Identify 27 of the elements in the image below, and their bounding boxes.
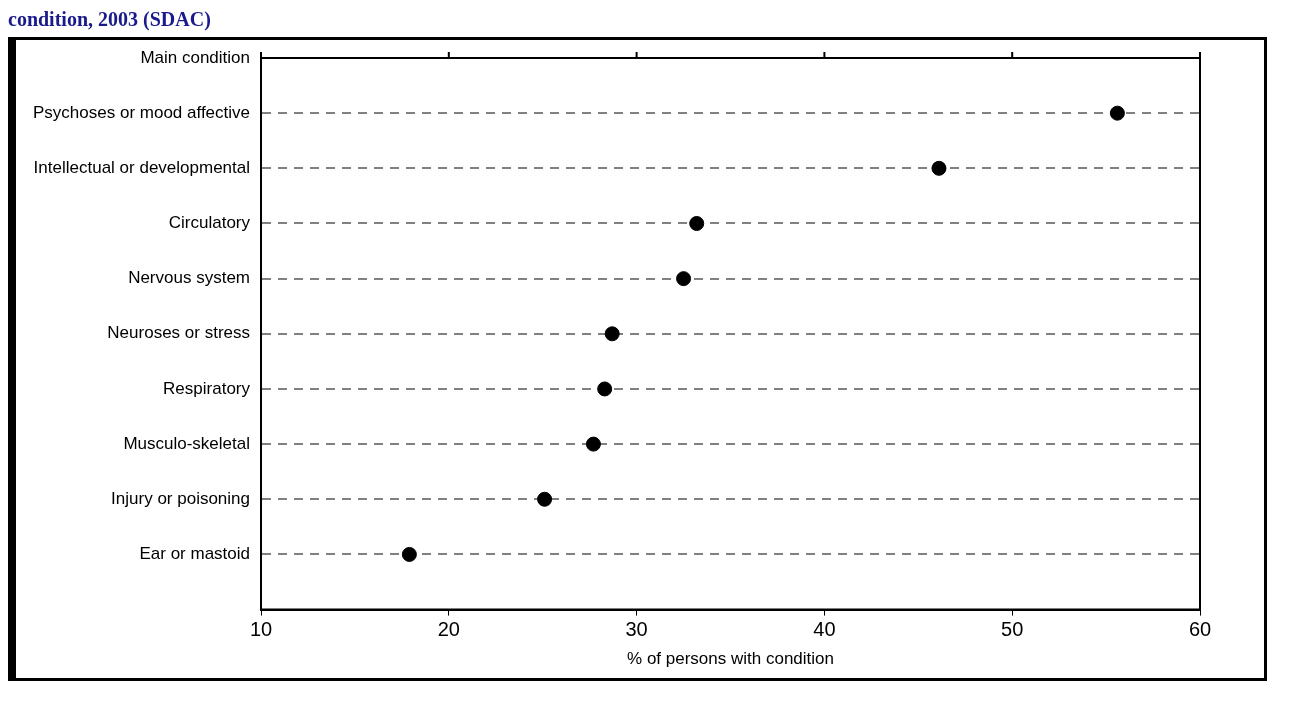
point [585,436,601,452]
x-tick-label: 50 [1001,618,1024,641]
y-tick-label: Musculo-skeletal [123,433,251,453]
x-tick-label: 20 [437,618,460,641]
point [1109,105,1125,121]
x-tick-label: 60 [1188,618,1212,641]
point [676,271,692,287]
point [931,160,947,176]
x-tick-label: 10 [249,618,273,641]
x-tick-label: 30 [625,618,648,641]
y-tick-label: Nervous system [128,268,251,288]
point [689,215,705,231]
y-tick-label: Psychoses or mood affective [33,102,251,122]
point [604,326,620,342]
y-tick-label: Intellectual or developmental [33,158,251,178]
y-tick-label: Circulatory [168,213,251,233]
chart-title: condition, 2003 (SDAC) [8,8,212,31]
x-axis-title: % of persons with condition [627,649,834,669]
point [537,491,553,507]
y-tick-label: Injury or poisoning [111,488,251,508]
y-axis-title: Main condition [140,47,251,67]
y-tick-label: Ear or mastoid [139,544,251,564]
x-tick-label: 40 [813,618,836,641]
y-tick-label: Respiratory [163,378,251,398]
y-tick-label: Neuroses or stress [107,323,251,343]
point [401,546,417,562]
point [597,381,613,397]
